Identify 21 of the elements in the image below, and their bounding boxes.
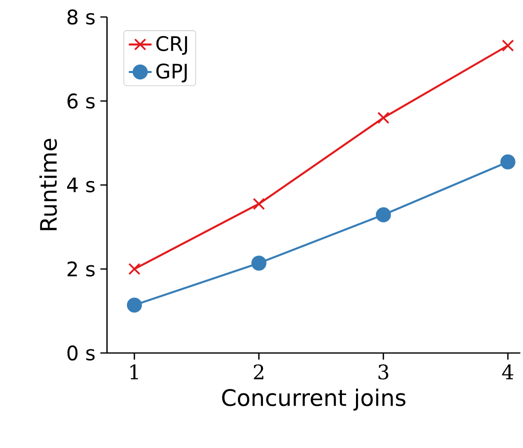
point [377, 112, 390, 124]
legend-label: GPJ [156, 64, 187, 82]
y-axis-title: Runtime [39, 138, 57, 230]
x-tick-label: 4 [502, 364, 514, 380]
y-tick-label: 6 s [68, 93, 95, 109]
point [128, 262, 140, 276]
y-tick-label: 2 s [68, 261, 95, 277]
x-axis-title: Concurrent joins [222, 388, 406, 411]
point [251, 256, 266, 271]
x-tick-label: 3 [378, 364, 388, 380]
point [126, 298, 142, 313]
point [376, 207, 391, 222]
legend-label: CRJ [156, 36, 188, 55]
y-tick-label: 8 s [67, 9, 95, 25]
x-tick-label: 1 [130, 364, 138, 380]
point [500, 154, 516, 170]
y-tick-label: 4 s [67, 178, 95, 192]
point [502, 40, 514, 52]
point [252, 198, 265, 210]
y-tick-label: 0 s [67, 345, 95, 361]
x-tick-label: 2 [254, 364, 264, 380]
